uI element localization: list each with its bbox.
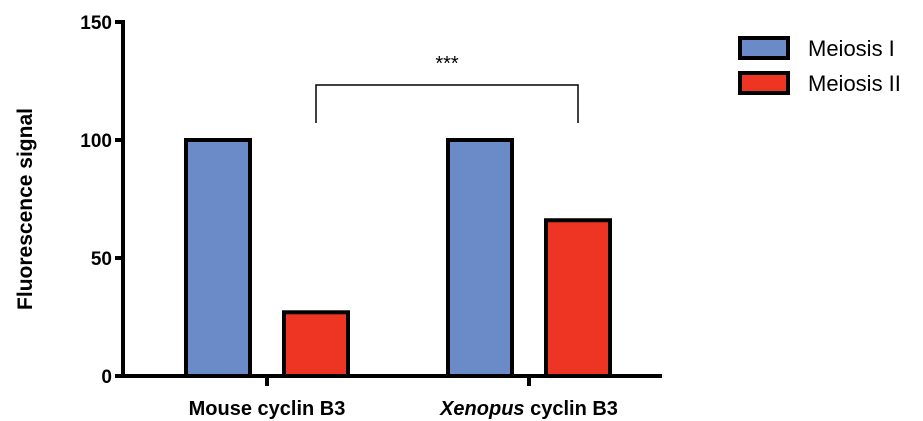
legend-swatch-meiosis-i <box>738 36 790 60</box>
significance-bracket <box>315 84 579 123</box>
x-category-label: Mouse cyclin B3 <box>189 398 346 420</box>
y-tick-label: 0 <box>101 367 112 388</box>
legend-swatch-meiosis-ii <box>738 71 790 95</box>
x-category-label: Xenopus cyclin B3 <box>439 398 618 420</box>
y-tick-label: 150 <box>80 13 112 34</box>
significance-bracket-group: *** <box>315 53 579 123</box>
bar-meiosis-i <box>184 138 252 378</box>
y-ticks-group: 0 50 100 150 <box>80 13 123 388</box>
y-tick-label: 100 <box>80 131 112 152</box>
bar-meiosis-ii <box>544 218 612 378</box>
axes-group <box>121 20 662 378</box>
y-axis-label: Fluorescence signal <box>14 108 37 310</box>
legend-label: Meiosis II <box>808 71 901 96</box>
x-categories-group: Mouse cyclin B3 Xenopus cyclin B3 <box>189 376 618 420</box>
significance-label: *** <box>435 53 459 75</box>
bar-meiosis-i <box>446 138 514 378</box>
legend-label: Meiosis I <box>808 36 895 61</box>
bar-meiosis-ii <box>282 310 350 378</box>
legend: Meiosis I Meiosis II <box>738 36 901 96</box>
y-tick-label: 50 <box>91 249 112 270</box>
bars-group <box>184 138 612 378</box>
